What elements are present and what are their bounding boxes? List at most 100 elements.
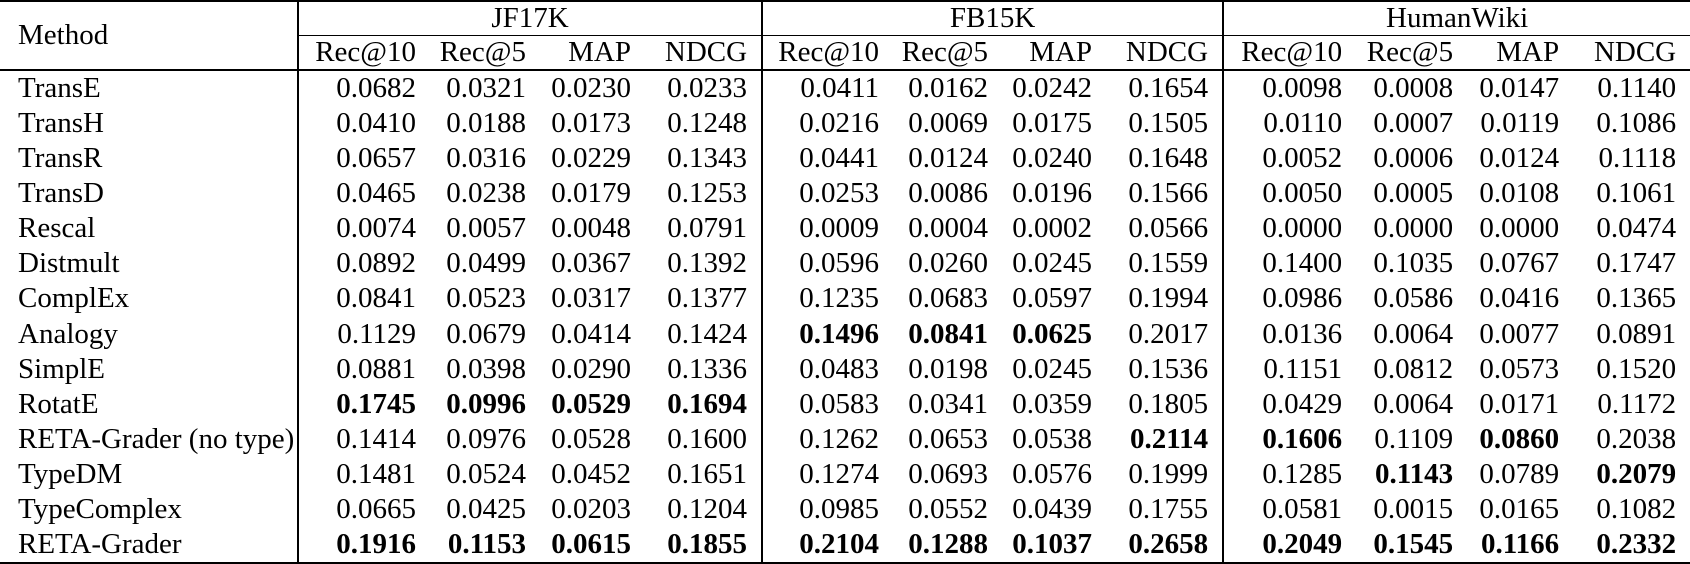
value-cell: 0.0098 [1222, 70, 1357, 107]
value-cell: 0.0452 [551, 457, 631, 490]
value-cell: 0.0341 [908, 387, 989, 420]
value-cell: 0.1129 [297, 316, 430, 352]
value-cell: 0.0552 [908, 492, 989, 525]
value-cell: 0.0260 [908, 247, 989, 280]
method-cell: RETA-Grader [18, 527, 182, 560]
value-cell: 0.1118 [1598, 142, 1677, 175]
value-cell: 0.0425 [446, 492, 526, 525]
value-cell: 0.2017 [1128, 317, 1209, 350]
value-cell: 0.1694 [667, 387, 748, 420]
value-cell: 0.0162 [908, 72, 989, 105]
value-cell: 0.0812 [1373, 352, 1454, 385]
value-cell: 0.1994 [1128, 282, 1209, 315]
method-cell: TransD [18, 177, 104, 210]
value-cell: 0.2049 [1222, 526, 1357, 563]
value-cell: 0.0474 [1596, 212, 1677, 245]
method-cell: TransH [18, 107, 104, 140]
value-cell: 0.0175 [1012, 107, 1093, 140]
table-body: TransE 0.0682 0.0321 0.0230 0.0233 0.041… [0, 70, 1690, 563]
value-cell: 0.0767 [1479, 247, 1560, 280]
value-cell: 0.0881 [297, 351, 430, 387]
method-cell: Analogy [18, 317, 118, 350]
table-row: SimplE 0.0881 0.0398 0.0290 0.1336 0.048… [0, 351, 1690, 387]
value-cell: 0.1755 [1128, 492, 1209, 525]
value-cell: 0.0004 [908, 212, 989, 245]
value-cell: 0.0233 [667, 72, 748, 105]
value-cell: 0.1545 [1373, 527, 1454, 560]
value-cell: 0.0499 [446, 247, 526, 280]
column-header-humanwiki-map: MAP [1467, 35, 1574, 71]
value-cell: 0.0841 [297, 281, 430, 317]
value-cell: 0.0188 [446, 107, 526, 140]
method-cell: Rescal [18, 212, 96, 245]
value-cell: 0.0316 [446, 142, 526, 175]
value-cell: 0.0245 [1012, 247, 1093, 280]
value-cell: 0.0077 [1479, 317, 1560, 350]
value-cell: 0.0596 [761, 246, 894, 282]
value-cell: 0.0000 [1373, 212, 1454, 245]
table-row: TypeDM 0.1481 0.0524 0.0452 0.1651 0.127… [0, 456, 1690, 492]
value-cell: 0.0411 [761, 70, 894, 107]
value-cell: 0.1365 [1596, 282, 1677, 315]
table-row: RotatE 0.1745 0.0996 0.0529 0.1694 0.058… [0, 386, 1690, 422]
value-cell: 0.0860 [1479, 422, 1560, 455]
value-cell: 0.0171 [1479, 387, 1560, 420]
value-cell: 0.0007 [1373, 107, 1454, 140]
value-cell: 0.0791 [667, 212, 748, 245]
value-cell: 0.0583 [761, 386, 894, 422]
value-cell: 0.1082 [1596, 492, 1677, 525]
value-cell: 0.1285 [1222, 456, 1357, 492]
value-cell: 0.0008 [1373, 72, 1454, 105]
value-cell: 0.1086 [1596, 107, 1677, 140]
value-cell: 0.1916 [297, 526, 430, 563]
value-cell: 0.0242 [1012, 72, 1093, 105]
column-header-fb15k-rec10: Rec@10 [761, 35, 894, 71]
value-cell: 0.1392 [667, 247, 748, 280]
value-cell: 0.0000 [1222, 211, 1357, 247]
value-cell: 0.1566 [1128, 177, 1209, 210]
value-cell: 0.1745 [297, 386, 430, 422]
value-cell: 0.0615 [551, 527, 631, 560]
value-cell: 0.0124 [1479, 142, 1560, 175]
method-cell: ComplEx [18, 282, 130, 315]
value-cell: 0.1151 [1222, 351, 1357, 387]
value-cell: 0.0002 [1012, 212, 1093, 245]
value-cell: 0.0000 [1479, 212, 1560, 245]
value-cell: 0.2079 [1596, 457, 1677, 490]
value-cell: 0.1262 [761, 421, 894, 457]
value-cell: 0.2332 [1596, 527, 1677, 560]
value-cell: 0.0528 [551, 422, 631, 455]
group-header-fb15k: FB15K [761, 1, 1224, 36]
table-row: TransD 0.0465 0.0238 0.0179 0.1253 0.025… [0, 176, 1690, 212]
value-cell: 0.0665 [297, 491, 430, 527]
value-cell: 0.0985 [761, 491, 894, 527]
method-cell: SimplE [18, 352, 106, 385]
value-cell: 0.0238 [446, 177, 526, 210]
value-cell: 0.0892 [297, 246, 430, 282]
value-cell: 0.0173 [551, 107, 631, 140]
value-cell: 0.0653 [908, 422, 989, 455]
value-cell: 0.0976 [446, 422, 526, 455]
value-cell: 0.1654 [1128, 72, 1209, 105]
value-cell: 0.1400 [1222, 246, 1357, 282]
method-cell: TransE [18, 72, 101, 105]
value-cell: 0.1536 [1128, 352, 1209, 385]
value-cell: 0.0597 [1012, 282, 1093, 315]
table-row: RETA-Grader 0.1916 0.1153 0.0615 0.1855 … [0, 526, 1690, 563]
value-cell: 0.0179 [551, 177, 631, 210]
method-cell: RETA-Grader (no type) [18, 422, 295, 455]
value-cell: 0.0203 [551, 492, 631, 525]
column-header-humanwiki-rec5: Rec@5 [1356, 35, 1468, 71]
table-row: TypeComplex 0.0665 0.0425 0.0203 0.1204 … [0, 491, 1690, 527]
value-cell: 0.0679 [446, 317, 526, 350]
value-cell: 0.1037 [1012, 527, 1093, 560]
value-cell: 0.0410 [297, 106, 430, 142]
value-cell: 0.0483 [761, 351, 894, 387]
value-cell: 0.0566 [1128, 212, 1209, 245]
table-row: Distmult 0.0892 0.0499 0.0367 0.1392 0.0… [0, 246, 1690, 282]
value-cell: 0.1855 [667, 527, 748, 560]
value-cell: 0.0683 [908, 282, 989, 315]
dataset-group-row: Method JF17K FB15K HumanWiki [0, 1, 1690, 71]
value-cell: 0.1424 [667, 317, 748, 350]
value-cell: 0.0581 [1222, 491, 1357, 527]
